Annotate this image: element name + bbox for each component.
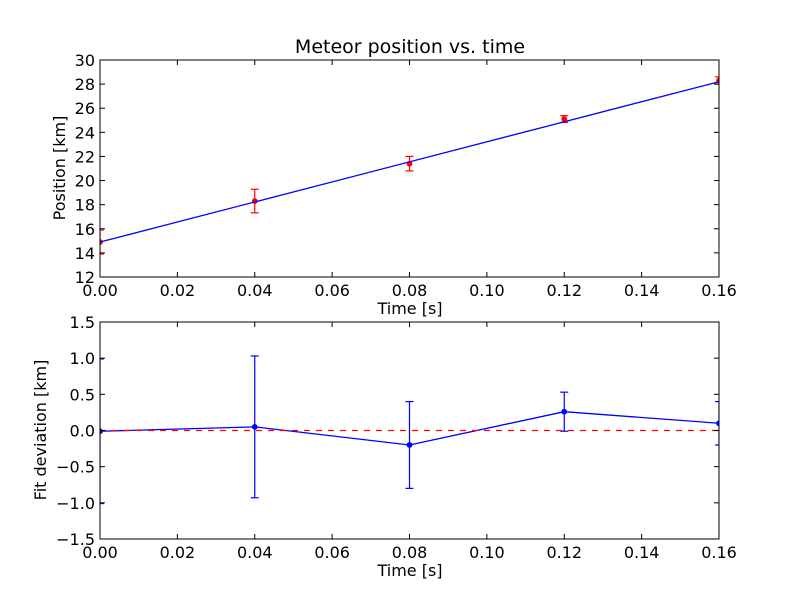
position-x-tick-label: 0.02 (160, 281, 196, 300)
deviation-y-tick-label: 1.0 (70, 349, 95, 368)
position-chart: 0.00 0.02 0.04 0.06 0.08 0.10 0.12 0.14 0.16 121… (50, 36, 737, 318)
position-y-tick-label: 16 (75, 220, 95, 239)
position-x-tick-label: 0.10 (469, 281, 505, 300)
deviation-y-tick-label: 0.0 (70, 422, 95, 441)
deviation-x-tick-label: 0.14 (624, 543, 660, 562)
position-y-tick-label: 14 (75, 244, 95, 263)
position-x-ticks: 0.00 0.02 0.04 0.06 0.08 0.10 0.12 0.14 0.16 (82, 60, 737, 300)
deviation-x-tick-label: 0.00 (82, 543, 118, 562)
deviation-data-point (406, 442, 413, 448)
position-y-tick-label: 30 (75, 51, 95, 70)
deviation-x-tick-label: 0.06 (314, 543, 350, 562)
position-x-tick-label: 0.16 (701, 281, 737, 300)
deviation-x-ticks: 0.00 0.02 0.04 0.06 0.08 0.10 0.12 0.14 0.16 (82, 322, 737, 562)
deviation-x-axis-label: Time [s] (376, 561, 442, 580)
deviation-chart: 0.00 0.02 0.04 0.06 0.08 0.10 0.12 0.14 0.16 1.5… (31, 313, 737, 580)
deviation-data-layer (100, 355, 719, 505)
position-data-layer (100, 76, 719, 255)
deviation-x-tick-label: 0.10 (469, 543, 505, 562)
position-y-tick-label: 12 (75, 268, 95, 287)
position-x-tick-label: 0.08 (392, 281, 428, 300)
position-x-tick-label: 0.00 (82, 281, 118, 300)
position-y-axis-label: Position [km] (50, 116, 69, 221)
position-y-tick-label: 28 (75, 75, 95, 94)
position-x-axis-label: Time [s] (376, 299, 442, 318)
deviation-y-axis-label: Fit deviation [km] (31, 360, 50, 501)
deviation-x-tick-label: 0.04 (237, 543, 273, 562)
position-y-ticks: 12 14 16 18 20 22 24 26 28 30 (75, 51, 719, 287)
deviation-x-tick-label: 0.12 (546, 543, 582, 562)
position-y-tick-label: 26 (75, 99, 95, 118)
deviation-y-ticks: 1.5 1.0 0.5 0.0 −0.5 −1.0 −1.5 (56, 313, 719, 549)
position-y-tick-label: 18 (75, 196, 95, 215)
position-y-tick-label: 22 (75, 147, 95, 166)
deviation-y-tick-label: −1.0 (56, 494, 95, 513)
position-x-tick-label: 0.12 (546, 281, 582, 300)
deviation-y-tick-label: −0.5 (56, 458, 95, 477)
deviation-y-tick-label: 0.5 (70, 385, 95, 404)
deviation-x-tick-label: 0.08 (392, 543, 428, 562)
deviation-x-tick-label: 0.16 (701, 543, 737, 562)
position-chart-title: Meteor position vs. time (295, 36, 525, 58)
position-y-tick-label: 20 (75, 172, 95, 191)
position-x-tick-label: 0.04 (237, 281, 273, 300)
deviation-data-point (251, 423, 258, 430)
position-y-tick-label: 24 (75, 123, 95, 142)
position-x-tick-label: 0.14 (624, 281, 660, 300)
position-x-tick-label: 0.06 (314, 281, 350, 300)
deviation-y-tick-label: 1.5 (70, 313, 95, 332)
deviation-x-tick-label: 0.02 (160, 543, 196, 562)
deviation-data-point (561, 408, 568, 415)
position-series-line (100, 81, 719, 243)
deviation-y-tick-label: −1.5 (56, 530, 95, 549)
